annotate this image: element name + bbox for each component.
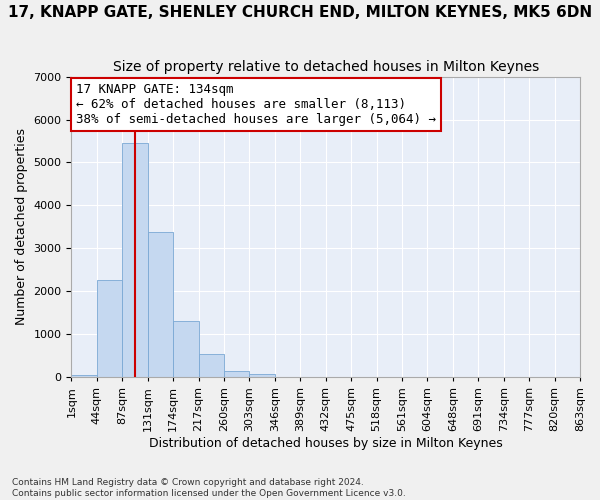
Bar [250, 374, 275, 378]
Bar [199, 354, 224, 378]
Text: 17 KNAPP GATE: 134sqm
← 62% of detached houses are smaller (8,113)
38% of semi-d: 17 KNAPP GATE: 134sqm ← 62% of detached … [76, 82, 436, 126]
Bar [148, 232, 173, 378]
X-axis label: Distribution of detached houses by size in Milton Keynes: Distribution of detached houses by size … [149, 437, 503, 450]
Bar [173, 321, 199, 378]
Y-axis label: Number of detached properties: Number of detached properties [15, 128, 28, 326]
Text: Contains HM Land Registry data © Crown copyright and database right 2024.
Contai: Contains HM Land Registry data © Crown c… [12, 478, 406, 498]
Title: Size of property relative to detached houses in Milton Keynes: Size of property relative to detached ho… [113, 60, 539, 74]
Bar [122, 143, 148, 378]
Bar [71, 374, 97, 378]
Text: 17, KNAPP GATE, SHENLEY CHURCH END, MILTON KEYNES, MK5 6DN: 17, KNAPP GATE, SHENLEY CHURCH END, MILT… [8, 5, 592, 20]
Bar [97, 280, 122, 378]
Bar [224, 370, 250, 378]
